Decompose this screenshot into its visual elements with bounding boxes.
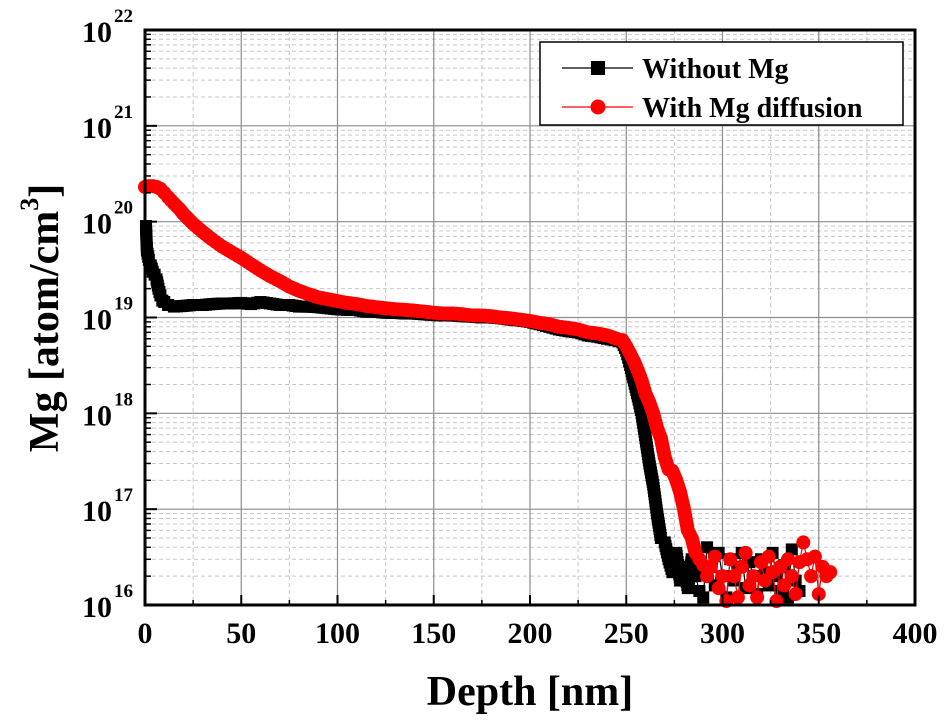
data-point-circle	[804, 569, 819, 584]
y-tick-label: 10 20	[82, 198, 133, 241]
x-tick-label: 300	[700, 617, 745, 650]
data-point-circle	[788, 587, 803, 602]
y-tick-label-exponent: 22	[114, 6, 133, 27]
y-tick-label: 10 21	[82, 102, 133, 145]
x-tick-label: 150	[411, 617, 456, 650]
data-point-square	[697, 591, 710, 604]
y-tick-label-base: 10	[82, 304, 112, 337]
y-tick-label: 10 19	[82, 294, 133, 337]
legend: Without Mg With Mg diffusion	[539, 41, 904, 126]
legend-entry-with-mg: With Mg diffusion	[562, 93, 863, 124]
y-tick-label-exponent: 21	[114, 102, 133, 123]
y-tick-label-exponent: 20	[114, 198, 133, 219]
data-point-square	[701, 541, 714, 554]
data-point-circle	[727, 569, 742, 584]
data-point-circle	[796, 535, 811, 550]
x-tick-label: 350	[796, 617, 841, 650]
y-tick-label-base: 10	[82, 495, 112, 528]
y-tick-label: 10 16	[82, 581, 133, 624]
data-point-circle	[746, 569, 761, 584]
y-axis-title-sup: 3	[15, 198, 44, 211]
data-point-circle	[723, 552, 738, 567]
legend-marker-square	[591, 61, 605, 75]
y-tick-label-exponent: 19	[114, 294, 133, 315]
y-tick-label: 10 22	[82, 6, 133, 49]
legend-marker-circle	[590, 99, 606, 115]
series-line	[144, 185, 831, 602]
y-tick-label-base: 10	[82, 16, 112, 49]
data-point-circle	[750, 590, 765, 605]
data-point-circle	[777, 578, 792, 593]
x-tick-label: 0	[138, 617, 153, 650]
x-axis-title: Depth [nm]	[427, 669, 634, 715]
data-point-circle	[807, 549, 822, 564]
y-tick-label-exponent: 17	[114, 485, 134, 506]
data-point-circle	[780, 552, 795, 567]
data-point-circle	[784, 569, 799, 584]
y-axis-title-main: Mg [atom/cm	[22, 211, 68, 452]
y-tick-label-exponent: 18	[114, 389, 133, 410]
legend-label-with-mg: With Mg diffusion	[642, 93, 863, 124]
data-point-circle	[707, 549, 722, 564]
x-tick-labels: 0 50 100 150 200 250 300 350 400	[138, 617, 938, 650]
legend-label-without-mg: Without Mg	[642, 54, 789, 85]
data-point-square	[689, 570, 702, 583]
series-layer	[138, 179, 838, 609]
x-tick-label: 50	[226, 617, 256, 650]
data-point-circle	[738, 545, 753, 560]
data-point-circle	[730, 590, 745, 605]
series-with-mg-diffusion	[138, 179, 838, 609]
ticks	[144, 29, 916, 606]
data-point-circle	[811, 587, 826, 602]
y-axis-title-close: ]	[22, 184, 68, 198]
y-tick-label-exponent: 16	[114, 581, 133, 602]
data-point-circle	[734, 559, 749, 574]
y-tick-label: 10 18	[82, 389, 133, 432]
data-point-circle	[761, 549, 776, 564]
data-point-circle	[715, 569, 730, 584]
y-axis-title: Mg [atom/cm3]	[15, 184, 68, 452]
svg-text:Mg [atom/cm3]: Mg [atom/cm3]	[15, 184, 68, 452]
x-tick-label: 200	[508, 617, 553, 650]
x-tick-label: 400	[893, 617, 938, 650]
y-tick-label-base: 10	[82, 208, 112, 241]
y-tick-label-base: 10	[82, 112, 112, 145]
data-point-circle	[711, 581, 726, 596]
x-tick-label: 100	[315, 617, 360, 650]
x-tick-label: 250	[604, 617, 649, 650]
y-tick-label-base: 10	[82, 399, 112, 432]
legend-entry-without-mg: Without Mg	[562, 54, 789, 85]
data-point-circle	[823, 565, 838, 580]
y-tick-label-base: 10	[82, 591, 112, 624]
series-without-mg	[139, 220, 806, 604]
y-tick-label: 10 17	[82, 485, 134, 528]
